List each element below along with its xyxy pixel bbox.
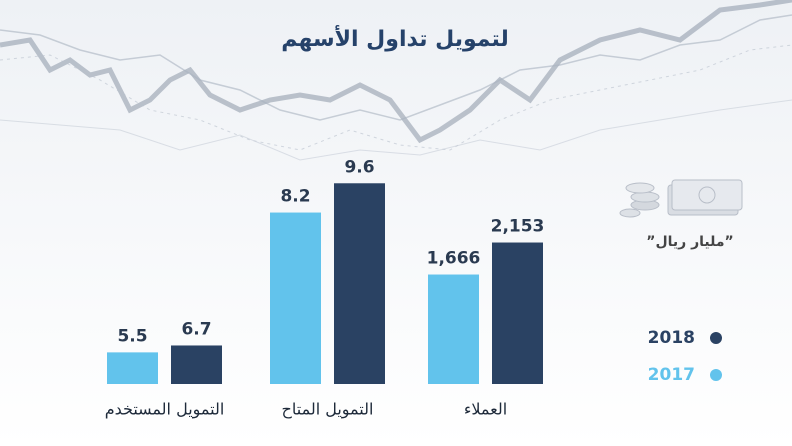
legend-label: 2017 <box>648 365 695 385</box>
value-label: 5.5 <box>117 326 147 346</box>
bar <box>428 274 479 384</box>
value-label: 8.2 <box>280 187 310 207</box>
legend-label: 2018 <box>648 328 695 348</box>
category-label: التمويل المستخدم <box>105 400 225 420</box>
value-label: 6.7 <box>181 319 211 339</box>
value-label: 9.6 <box>344 157 374 177</box>
legend-swatch <box>710 332 722 344</box>
bar <box>334 183 385 384</box>
category-label: العملاء <box>464 400 507 419</box>
category-label: التمويل المتاح <box>282 400 374 420</box>
bar <box>270 212 321 384</box>
value-label: 2,153 <box>491 217 545 237</box>
bar <box>492 242 543 384</box>
unit-label: ”مليار ريال” <box>646 234 733 250</box>
bar <box>107 352 158 384</box>
money-icon <box>619 179 743 218</box>
decorative-stock-lines <box>0 0 792 161</box>
value-label: 1,666 <box>427 249 481 269</box>
legend-swatch <box>710 369 722 381</box>
title: لتمويل تداول الأسهم <box>281 24 509 52</box>
bar <box>171 345 222 384</box>
